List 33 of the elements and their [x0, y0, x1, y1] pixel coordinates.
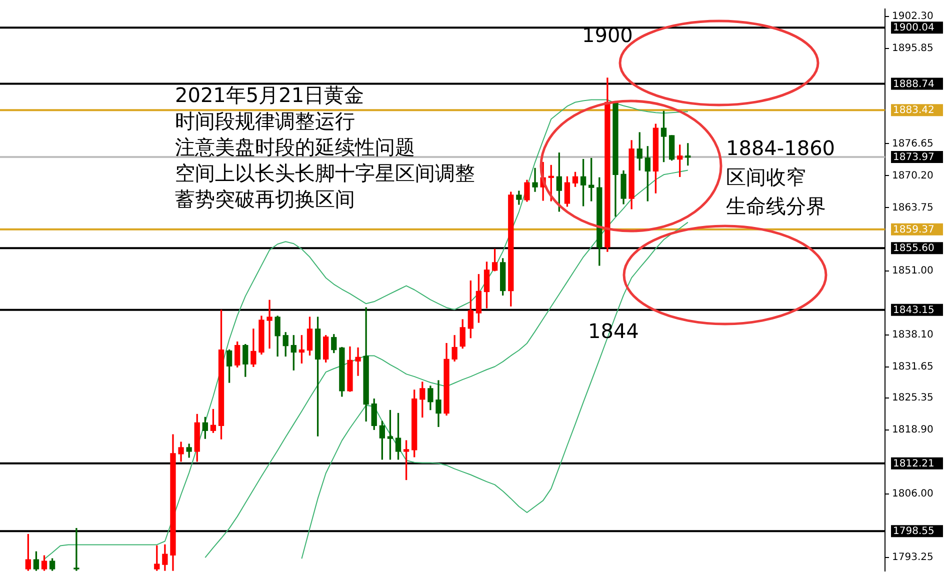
annotation: 生命线分界 [726, 194, 826, 218]
annotation: 1884-1860 [726, 136, 836, 160]
y-tick-label: 1863.75 [892, 202, 934, 214]
candlestick [74, 528, 80, 571]
annotation: 空间上以长头长脚十字星区间调整 [175, 161, 475, 185]
annotation: 蓄势突破再切换区间 [175, 187, 355, 211]
y-tick-label: 1793.25 [892, 552, 934, 563]
ref-line-label: 1855.60 [893, 243, 934, 254]
ref-line-label: 1883.42 [893, 105, 934, 116]
y-tick-label: 1876.65 [892, 138, 934, 150]
candlestick [266, 300, 272, 349]
candlestick [355, 347, 361, 376]
y-tick-label: 1831.65 [892, 361, 934, 372]
y-tick-label: 1806.00 [892, 488, 934, 500]
ref-line-label: 1859.37 [893, 224, 934, 236]
annotation: 时间段规律调整运行 [175, 109, 355, 133]
annotation: 区间收窄 [726, 165, 806, 189]
ref-line-label: 1888.74 [893, 78, 934, 90]
ref-line-label: 1798.55 [893, 526, 934, 538]
candlestick [532, 168, 538, 192]
y-tick-label: 1825.35 [892, 392, 934, 404]
ref-line-label: 1873.97 [893, 152, 934, 164]
y-tick-label: 1838.10 [892, 329, 934, 340]
annotation: 注意美盘时段的延续性问题 [175, 135, 415, 159]
y-tick-label: 1870.20 [892, 170, 934, 182]
y-tick-label: 1818.90 [892, 424, 934, 436]
ref-line-label: 1900.04 [893, 22, 934, 34]
y-tick-label: 1851.00 [892, 265, 934, 276]
y-tick-label: 1902.30 [892, 11, 934, 22]
ref-line-label: 1843.15 [893, 304, 934, 316]
annotation: 2021年5月21日黄金 [175, 83, 364, 107]
y-tick-label: 1895.85 [892, 43, 934, 54]
ref-line-label: 1812.21 [893, 458, 934, 470]
